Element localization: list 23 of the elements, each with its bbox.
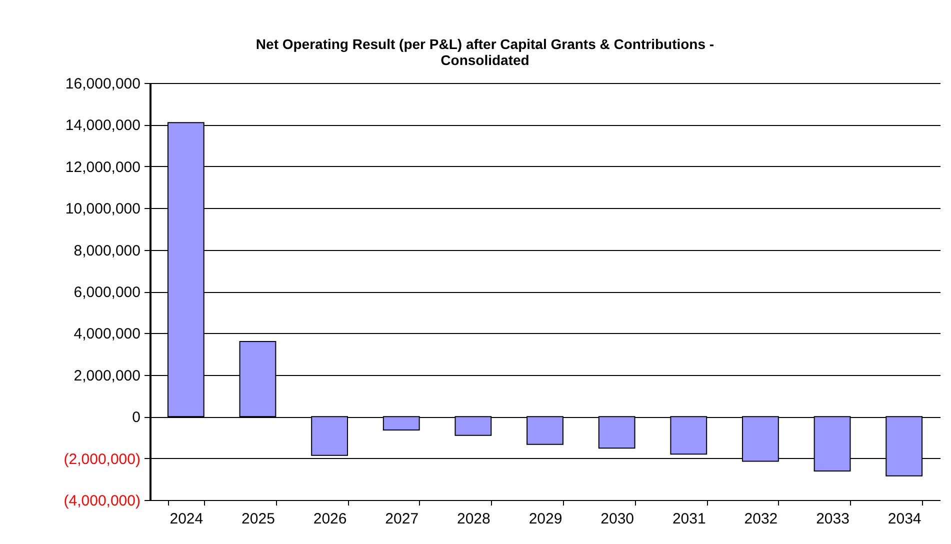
chart-title: Net Operating Result (per P&L) after Capital Grants & Contributions - Consolidated <box>256 36 714 68</box>
x-tick-label: 2033 <box>816 510 850 528</box>
y-tick-label: (2,000,000) <box>64 450 140 468</box>
y-tick-label: 4,000,000 <box>74 326 140 343</box>
y-tick-label: 8,000,000 <box>74 242 140 260</box>
x-tick-label: 2029 <box>528 510 562 528</box>
y-tick-label: 0 <box>132 409 140 426</box>
y-tick-label: 16,000,000 <box>65 76 140 92</box>
y-tick-label: 6,000,000 <box>74 284 140 301</box>
x-tick-label: 2028 <box>456 510 490 528</box>
y-tick-label: 12,000,000 <box>65 158 140 176</box>
x-tick-label: 2025 <box>242 510 275 528</box>
x-tick-label: 2024 <box>170 510 204 528</box>
x-tick-label: 2031 <box>672 510 706 528</box>
x-tick-label: 2027 <box>385 510 419 528</box>
y-tick-label: 14,000,000 <box>65 117 140 134</box>
x-tick-label: 2030 <box>600 510 634 528</box>
y-tick-label: (4,000,000) <box>64 492 140 510</box>
y-tick-label: 2,000,000 <box>74 367 140 384</box>
x-tick-label: 2034 <box>888 510 922 528</box>
x-tick-label: 2026 <box>313 510 347 528</box>
y-tick-label: 10,000,000 <box>65 200 140 218</box>
x-tick-label: 2032 <box>744 510 778 528</box>
